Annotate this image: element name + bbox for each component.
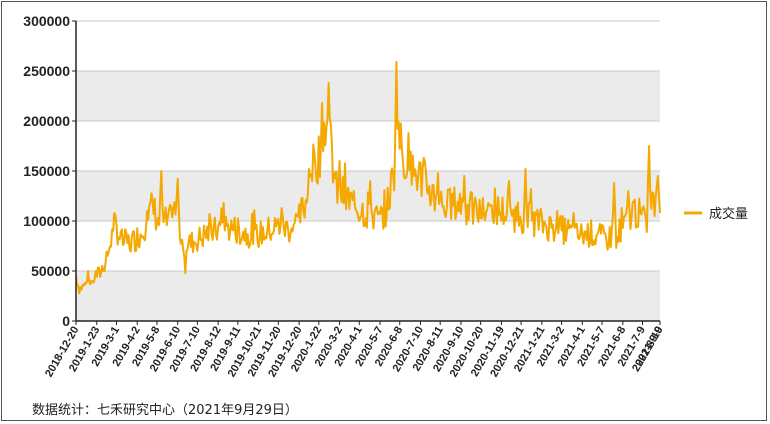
y-tick-label: 50000 [31, 263, 70, 279]
y-tick-label: 300000 [23, 13, 70, 29]
series-line-volume [75, 61, 661, 295]
y-tick-label: 0 [62, 313, 70, 329]
y-tick-label: 100000 [23, 213, 70, 229]
y-tick-label: 150000 [23, 163, 70, 179]
y-tick-label: 200000 [23, 113, 70, 129]
series-layer [75, 61, 661, 295]
legend-label: 成交量 [709, 206, 748, 222]
y-tick-label: 250000 [23, 63, 70, 79]
legend: 成交量 [684, 206, 748, 222]
source-note: 数据统计：七禾研究中心（2021年9月29日） [32, 403, 298, 418]
y-tick-labels: 0 50000 100000 150000 200000 250000 300000 [23, 13, 76, 329]
grid-band [76, 71, 660, 121]
grid-band [76, 271, 660, 321]
x-tick-labels: 2018-12-202019-1-232019-3-12019-4-22019-… [43, 321, 666, 379]
